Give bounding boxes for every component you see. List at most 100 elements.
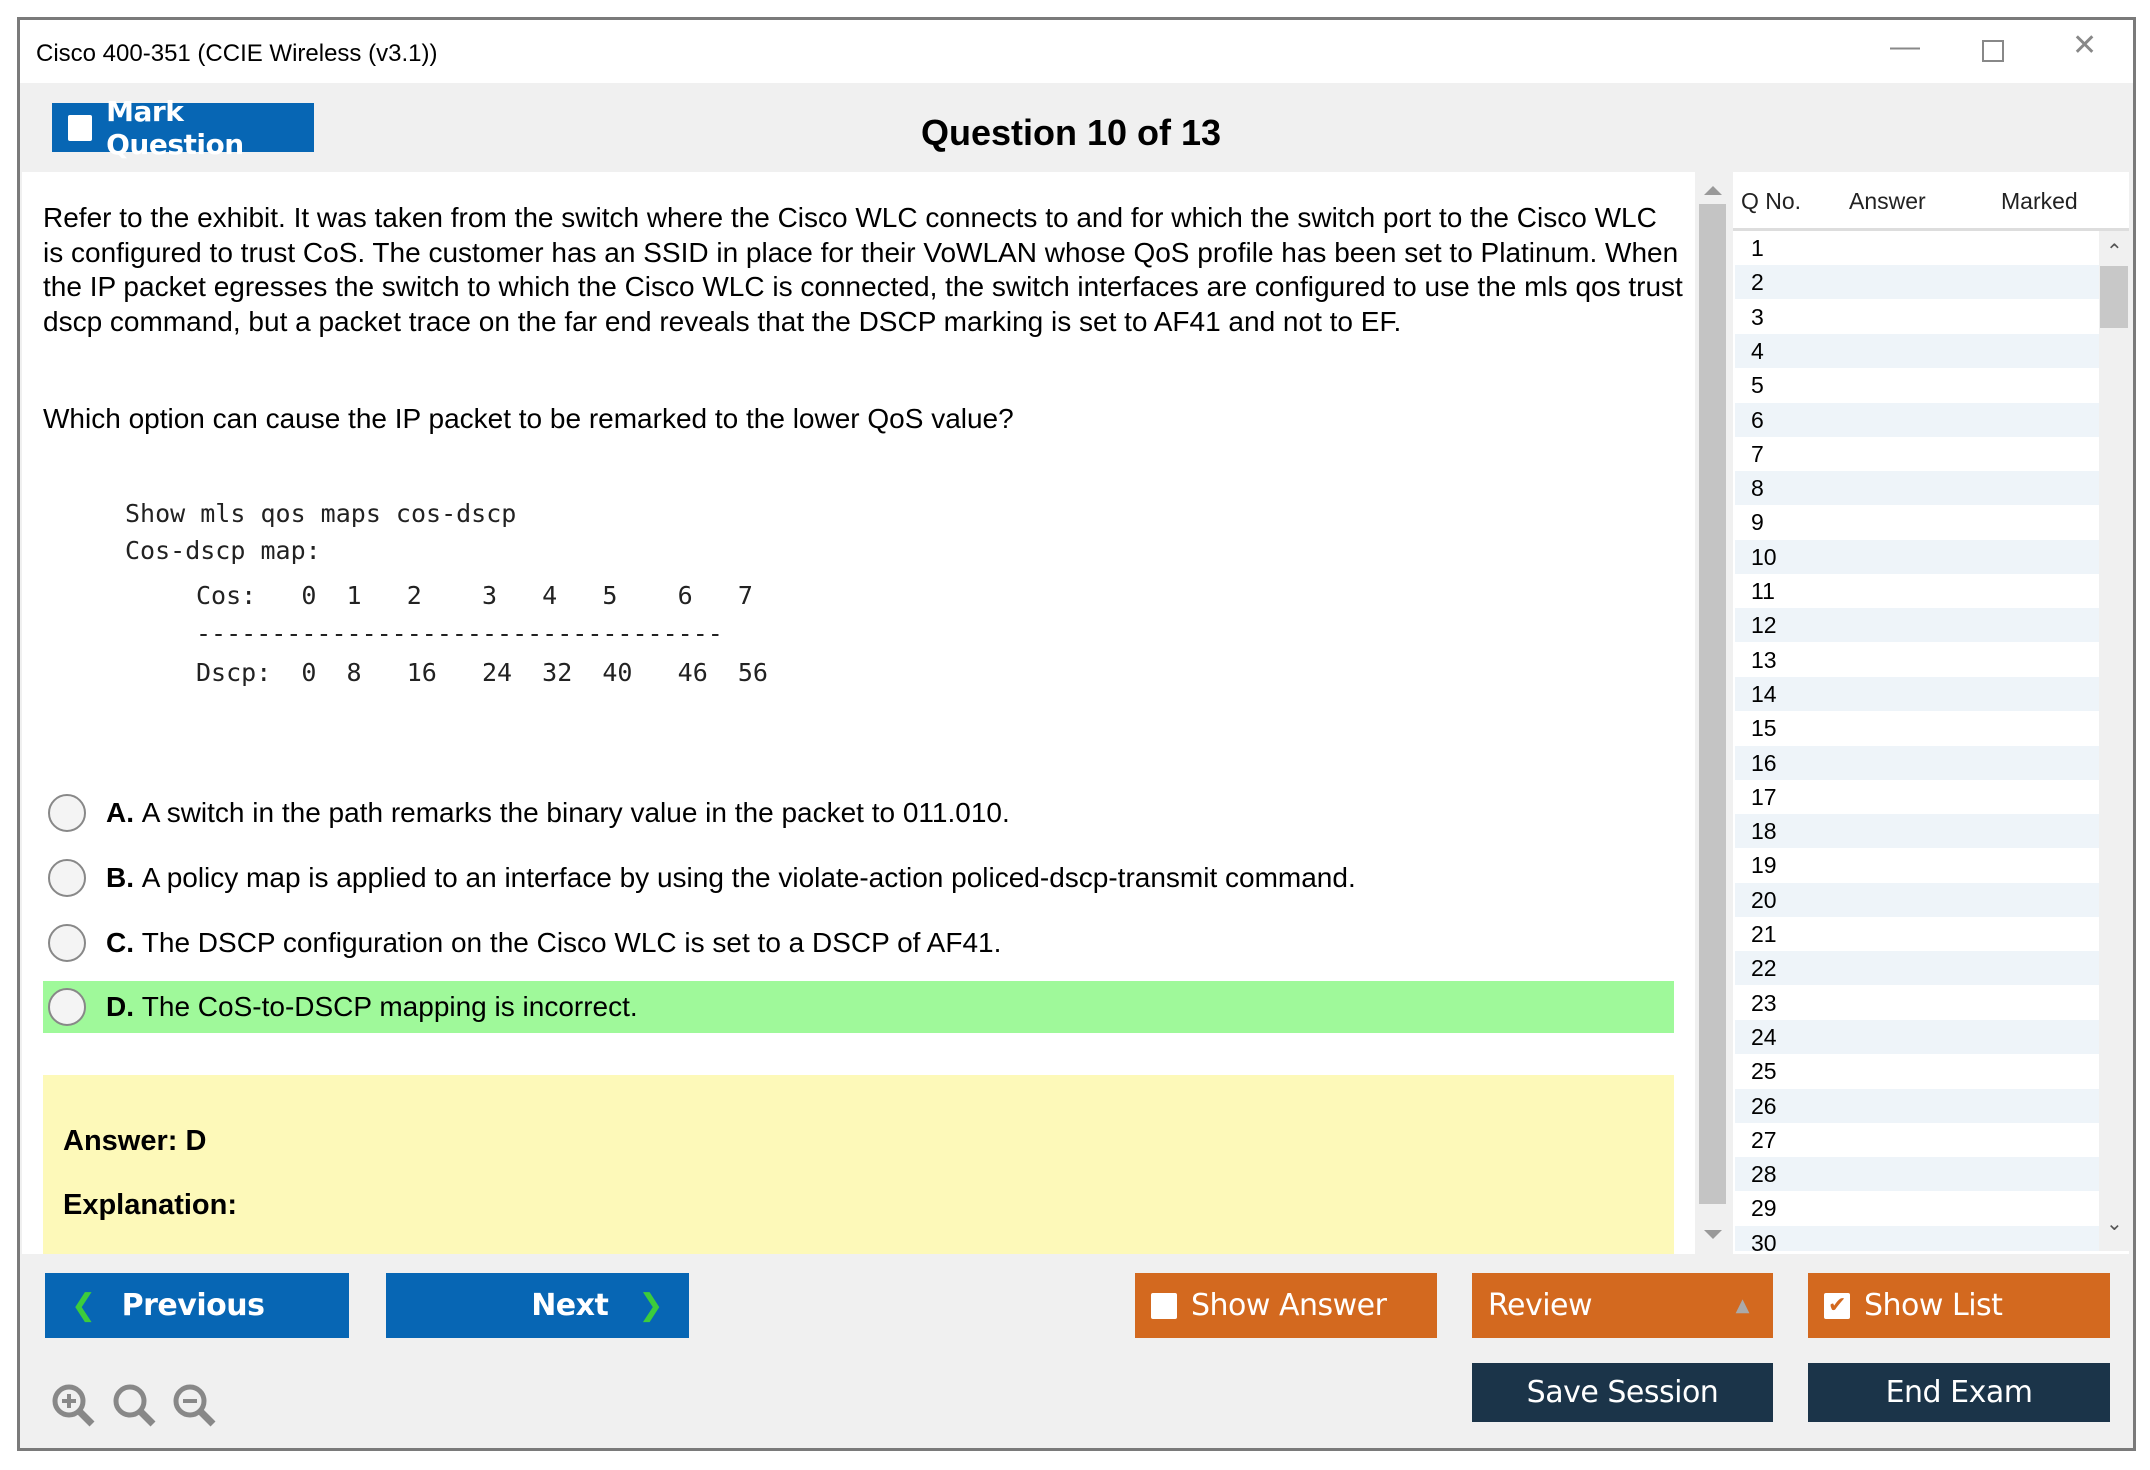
list-rows: 1 2 3 4 5 6 7 8 9 10 11 12 13 14 15 16 17 18 19 20 21 22 23 24 2…	[1733, 231, 2129, 1251]
radio-button[interactable]	[48, 988, 86, 1026]
maximize-button[interactable]	[1982, 40, 2004, 62]
minimize-button[interactable]: —	[1890, 30, 1920, 63]
previous-button[interactable]: ❮ Previous	[45, 1273, 349, 1338]
list-item[interactable]: 14	[1735, 676, 2099, 711]
list-item[interactable]: 11	[1735, 574, 2099, 608]
option-text: A switch in the path remarks the binary …	[141, 797, 1010, 828]
option-letter: D.	[106, 991, 134, 1022]
mark-question-label: Mark Question	[106, 94, 244, 161]
list-item[interactable]: 17	[1735, 779, 2099, 814]
show-list-label: Show List	[1864, 1288, 2003, 1323]
option-b[interactable]: B. A policy map is applied to an interfa…	[43, 852, 1674, 904]
question-stem: Refer to the exhibit. It was taken from …	[43, 202, 1683, 337]
list-item[interactable]: 7	[1735, 436, 2099, 471]
radio-button[interactable]	[48, 924, 86, 962]
answer-panel: Answer: D Explanation:	[43, 1075, 1674, 1254]
question-pane	[22, 172, 1695, 1254]
option-a[interactable]: A. A switch in the path remarks the bina…	[43, 787, 1674, 839]
exhibit-line: Cos: 0 1 2 3 4 5 6 7	[196, 581, 753, 610]
caret-up-icon: ▲	[1735, 1295, 1750, 1316]
scrollbar-thumb[interactable]	[1699, 204, 1726, 1204]
checkbox-checked-icon: ✔	[1824, 1292, 1850, 1319]
next-label: Next	[531, 1288, 609, 1323]
scrollbar-thumb[interactable]	[2100, 266, 2128, 328]
list-item[interactable]: 6	[1735, 402, 2099, 437]
list-item[interactable]: 30	[1735, 1225, 2099, 1251]
radio-button[interactable]	[48, 859, 86, 897]
save-session-label: Save Session	[1526, 1375, 1719, 1410]
explanation-label: Explanation:	[63, 1189, 238, 1221]
close-button[interactable]: ✕	[2072, 29, 2098, 62]
exhibit-line: Cos-dscp map:	[125, 536, 321, 565]
option-text: The CoS-to-DSCP mapping is incorrect.	[141, 991, 638, 1022]
toolbar	[20, 83, 2133, 172]
column-header[interactable]: Answer	[1849, 188, 1926, 214]
review-button[interactable]: Review ▲	[1472, 1273, 1773, 1338]
list-item[interactable]: 15	[1735, 711, 2099, 746]
list-item[interactable]: 24	[1735, 1019, 2099, 1054]
list-item[interactable]: 2	[1735, 265, 2099, 300]
list-item[interactable]: 9	[1735, 505, 2099, 540]
list-item[interactable]: 29	[1735, 1191, 2099, 1226]
scroll-down-icon[interactable]	[1704, 1230, 1722, 1239]
show-answer-label: Show Answer	[1191, 1288, 1387, 1323]
list-item[interactable]: 27	[1735, 1122, 2099, 1157]
option-c[interactable]: C. The DSCP configuration on the Cisco W…	[43, 917, 1674, 969]
list-item[interactable]: 1	[1735, 231, 2099, 265]
zoom-reset-icon[interactable]	[111, 1382, 157, 1428]
checkbox-icon	[68, 114, 93, 141]
list-item[interactable]: 28	[1735, 1157, 2099, 1192]
mark-question-button[interactable]: Mark Question	[52, 95, 314, 161]
list-item[interactable]: 13	[1735, 642, 2099, 677]
column-header[interactable]: Q No.	[1741, 188, 1802, 214]
option-letter: C.	[106, 927, 134, 958]
radio-button[interactable]	[48, 794, 86, 832]
chevron-down-icon[interactable]: ⌄	[2106, 1213, 2123, 1235]
review-label: Review	[1488, 1288, 1593, 1323]
list-item[interactable]: 4	[1735, 333, 2099, 368]
list-item[interactable]: 12	[1735, 608, 2099, 643]
show-answer-button[interactable]: Show Answer	[1135, 1273, 1437, 1338]
zoom-in-icon[interactable]	[50, 1382, 96, 1428]
checkbox-icon	[1151, 1292, 1177, 1319]
scroll-up-icon[interactable]	[1704, 186, 1722, 195]
bottom-bar	[20, 1254, 2133, 1447]
exhibit-line: Show mls qos maps cos-dscp	[125, 499, 517, 528]
option-text: A policy map is applied to an interface …	[141, 862, 1356, 893]
list-item[interactable]: 18	[1735, 814, 2099, 849]
list-item[interactable]: 19	[1735, 848, 2099, 883]
list-item[interactable]: 20	[1735, 882, 2099, 917]
option-letter: A.	[106, 797, 134, 828]
option-text: The DSCP configuration on the Cisco WLC …	[141, 927, 1002, 958]
question-prompt: Which option can cause the IP packet to …	[43, 403, 1014, 434]
next-button[interactable]: Next ❯	[386, 1273, 689, 1338]
previous-label: Previous	[121, 1288, 265, 1323]
list-item[interactable]: 5	[1735, 368, 2099, 403]
option-letter: B.	[106, 862, 134, 893]
show-list-button[interactable]: ✔ Show List	[1808, 1273, 2110, 1338]
column-header[interactable]: Marked	[2001, 188, 2078, 214]
exhibit-line: -----------------------------------	[196, 619, 723, 648]
question-list: Q No. Answer Marked 1 2 3 4 5 6 7 8 9 10 11 12 13 14 1…	[1733, 172, 2129, 1254]
option-d[interactable]: D. The CoS-to-DSCP mapping is incorrect.	[43, 981, 1674, 1033]
chevron-up-icon[interactable]: ⌃	[2106, 241, 2123, 263]
title-bar	[20, 20, 2133, 83]
exhibit-line: Dscp: 0 8 16 24 32 40 46 56	[196, 658, 768, 687]
list-item[interactable]: 16	[1735, 745, 2099, 780]
end-exam-button[interactable]: End Exam	[1808, 1363, 2110, 1422]
chevron-left-icon: ❮	[71, 1288, 96, 1323]
list-item[interactable]: 10	[1735, 539, 2099, 574]
question-heading: Question 10 of 13	[920, 112, 1222, 153]
list-item[interactable]: 3	[1735, 299, 2099, 334]
list-item[interactable]: 23	[1735, 985, 2099, 1020]
list-item[interactable]: 8	[1735, 471, 2099, 506]
list-item[interactable]: 22	[1735, 951, 2099, 986]
list-scrollbar[interactable]: ⌃ ⌄	[2099, 231, 2129, 1251]
list-item[interactable]: 21	[1735, 917, 2099, 951]
save-session-button[interactable]: Save Session	[1472, 1363, 1773, 1422]
question-scrollbar[interactable]	[1695, 172, 1730, 1254]
end-exam-label: End Exam	[1885, 1375, 2033, 1410]
list-item[interactable]: 26	[1735, 1088, 2099, 1123]
list-item[interactable]: 25	[1735, 1054, 2099, 1089]
zoom-out-icon[interactable]	[171, 1382, 217, 1428]
